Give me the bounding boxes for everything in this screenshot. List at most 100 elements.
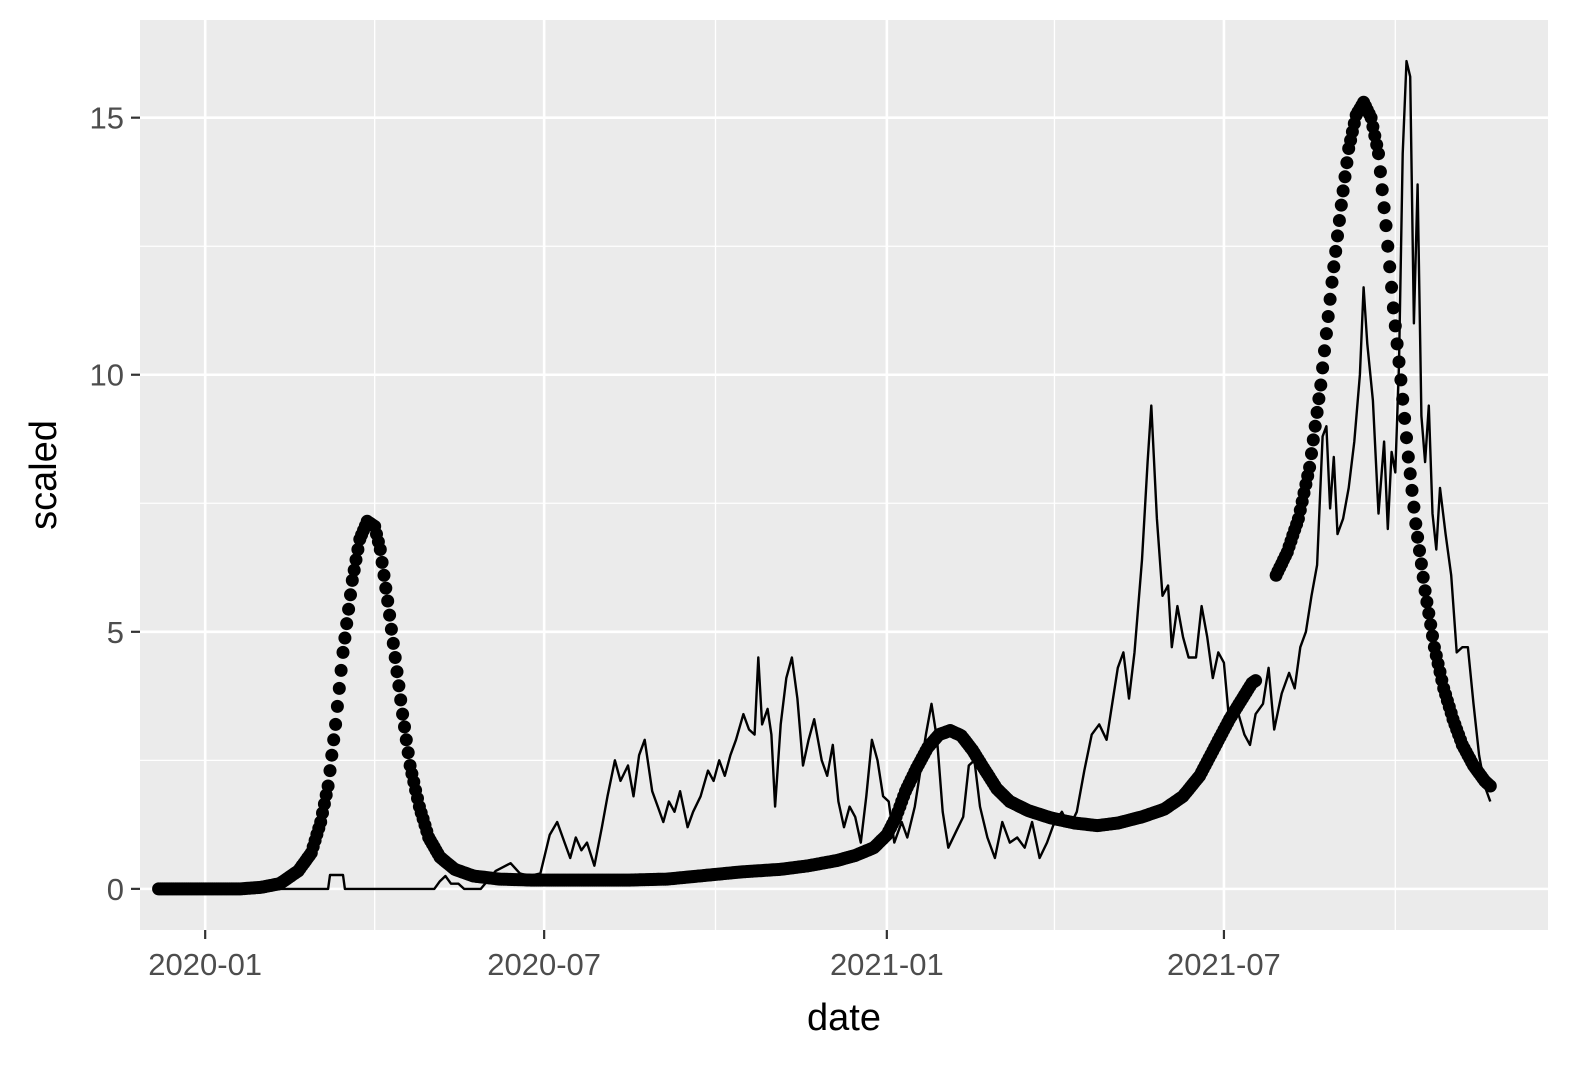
- series-point: [1334, 198, 1348, 212]
- y-axis-title: scaled: [23, 420, 65, 530]
- series-point: [1325, 275, 1339, 289]
- series-point: [1316, 361, 1330, 375]
- series-point: [1426, 629, 1439, 643]
- series-point: [1381, 239, 1395, 253]
- series-point: [390, 665, 404, 679]
- series-point: [1377, 201, 1391, 215]
- x-tick-label: 2020-07: [487, 947, 601, 982]
- series-point: [1303, 460, 1317, 474]
- series-point: [1321, 310, 1335, 323]
- series-point: [345, 573, 359, 587]
- series-point: [344, 588, 357, 602]
- series-point: [392, 679, 406, 693]
- series-point: [1305, 447, 1318, 461]
- series-point: [325, 748, 339, 762]
- series-point: [1306, 433, 1320, 447]
- series-point: [1396, 392, 1410, 406]
- series-point: [342, 602, 356, 616]
- series-point: [1483, 779, 1497, 793]
- series-point: [321, 779, 335, 793]
- x-tick-label: 2021-07: [1167, 947, 1281, 982]
- series-point: [347, 563, 361, 577]
- axes: 0 5 10 15 2020-01 2020-07 2021-01 2021-07: [90, 101, 1281, 982]
- grid: [140, 20, 1548, 930]
- x-axis-title: date: [807, 997, 881, 1039]
- series-line: [158, 59, 1492, 891]
- series-point: [386, 636, 400, 650]
- series-point: [323, 764, 337, 778]
- series-point: [396, 707, 410, 721]
- series-layer: [152, 59, 1497, 896]
- x-tick-label: 2020-01: [148, 947, 262, 982]
- series-point: [1409, 517, 1423, 531]
- series-point: [1405, 483, 1419, 497]
- series-point: [1388, 319, 1402, 333]
- y-tick-label: 15: [90, 101, 124, 136]
- series-point: [1413, 544, 1426, 558]
- y-tick-label: 10: [90, 358, 124, 393]
- series-point: [1392, 355, 1406, 369]
- series-point: [1318, 344, 1331, 358]
- series-point: [1310, 405, 1324, 419]
- series-point: [1336, 184, 1350, 198]
- panel-background: [140, 20, 1548, 930]
- series-point: [1314, 378, 1328, 392]
- series-point: [1401, 450, 1415, 464]
- series-point: [330, 699, 344, 713]
- series-point: [377, 568, 391, 582]
- series-point: [1249, 674, 1263, 688]
- series-point: [1420, 595, 1434, 609]
- series-point: [375, 555, 389, 569]
- series-point: [383, 608, 397, 622]
- series-point: [373, 543, 387, 556]
- series-point: [351, 543, 365, 556]
- series-point: [1403, 467, 1417, 481]
- series-point: [334, 663, 348, 677]
- series-point: [1422, 606, 1436, 620]
- series-point: [394, 693, 408, 707]
- series-point: [1424, 618, 1438, 632]
- series-point: [336, 645, 350, 659]
- series-point: [1411, 530, 1425, 544]
- series-point: [1379, 219, 1393, 233]
- series-point: [1390, 337, 1404, 351]
- series-point: [329, 717, 343, 731]
- series-point: [381, 594, 395, 608]
- series-point: [398, 720, 411, 734]
- y-tick-label: 5: [107, 615, 124, 650]
- series-point: [1407, 500, 1421, 514]
- series-point: [327, 733, 341, 747]
- series-point: [1312, 392, 1326, 406]
- series-point: [1308, 419, 1322, 433]
- series-point: [338, 631, 352, 645]
- series-point: [1329, 244, 1343, 258]
- series-point: [1418, 584, 1432, 598]
- series-point: [388, 651, 402, 664]
- series-point: [1414, 557, 1428, 571]
- series-point: [1375, 183, 1389, 197]
- series-point: [1319, 327, 1333, 341]
- x-tick-label: 2021-01: [830, 947, 944, 982]
- series-point: [332, 681, 346, 695]
- series-point: [384, 622, 398, 636]
- series-point: [1394, 373, 1408, 387]
- series-point: [1373, 165, 1387, 179]
- y-tick-label: 0: [107, 872, 124, 907]
- series-point: [1340, 156, 1354, 170]
- series-point: [399, 733, 413, 747]
- series-point: [1383, 260, 1397, 274]
- series-point: [401, 746, 415, 760]
- series-point: [1400, 431, 1413, 445]
- series-point: [1386, 301, 1400, 315]
- series-point: [1385, 280, 1399, 294]
- series-point: [1332, 214, 1346, 227]
- series-point: [379, 581, 393, 595]
- series-point: [1338, 170, 1352, 184]
- series-point: [1323, 292, 1337, 306]
- series-point: [1372, 147, 1385, 161]
- series-point: [1398, 411, 1412, 425]
- series-point: [1331, 229, 1344, 243]
- series-point: [340, 617, 354, 631]
- series-point: [1416, 570, 1430, 584]
